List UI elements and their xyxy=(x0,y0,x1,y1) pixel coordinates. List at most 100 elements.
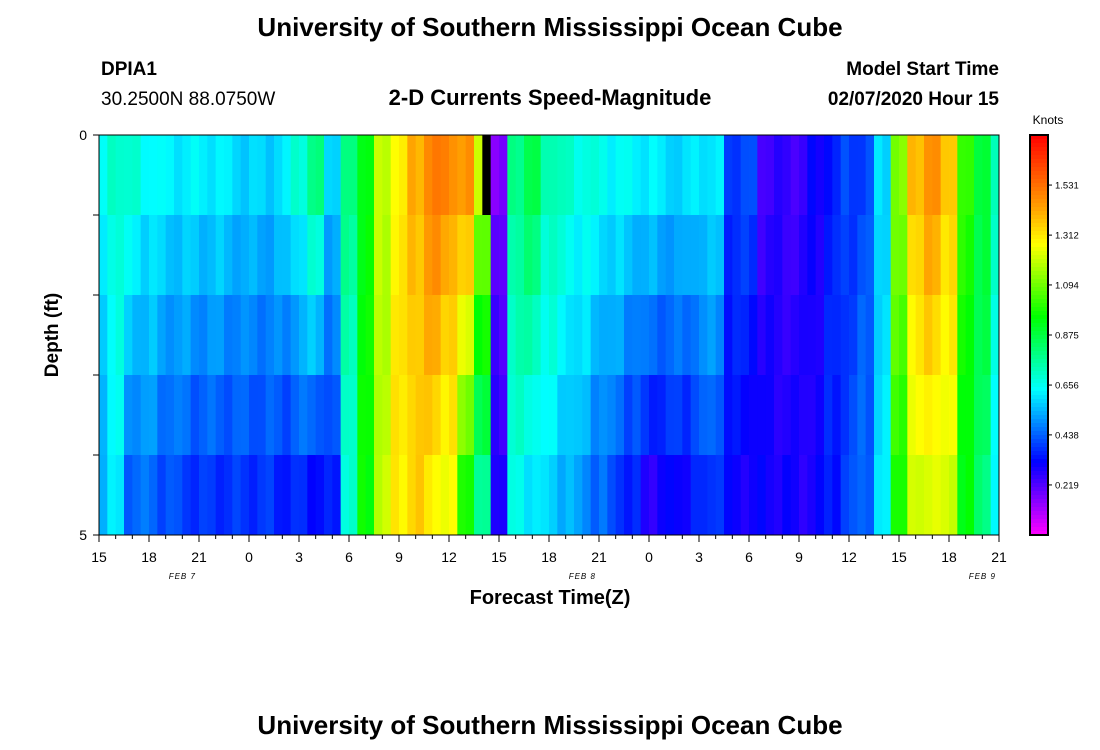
heatmap-cell xyxy=(807,135,817,216)
heatmap-cell xyxy=(907,215,917,296)
heatmap-cell xyxy=(157,375,167,456)
heatmap-cell xyxy=(882,295,892,376)
heatmap-cell xyxy=(607,295,617,376)
heatmap-cell xyxy=(807,455,817,536)
colorbar-segment xyxy=(1030,171,1048,176)
colorbar-segment xyxy=(1030,531,1048,536)
heatmap-cell xyxy=(849,375,858,456)
heatmap-cell xyxy=(524,455,533,536)
heatmap-cell xyxy=(965,295,975,376)
heatmap-cell xyxy=(107,135,117,216)
heatmap-cell xyxy=(590,375,600,456)
heatmap-cell xyxy=(607,455,617,536)
heatmap-cell xyxy=(507,375,517,456)
colorbar-segment xyxy=(1030,263,1048,268)
heatmap-cell xyxy=(799,215,808,296)
heatmap-cell xyxy=(349,455,358,536)
heatmap-cell xyxy=(390,295,400,376)
heatmap-cell xyxy=(965,455,975,536)
heatmap-cell xyxy=(315,215,325,296)
heatmap-cell xyxy=(532,375,542,456)
colorbar-segment xyxy=(1030,359,1048,364)
colorbar-segment xyxy=(1030,267,1048,272)
heatmap-cell xyxy=(982,135,992,216)
heatmap-cell-missing xyxy=(482,135,492,216)
heatmap-cell xyxy=(324,295,333,376)
heatmap-cell xyxy=(157,295,167,376)
heatmap-cell xyxy=(540,375,550,456)
heatmap-cell xyxy=(590,135,600,216)
heatmap-cell xyxy=(265,455,275,536)
heatmap-cell xyxy=(399,295,408,376)
heatmap-cell xyxy=(315,135,325,216)
heatmap-cell xyxy=(582,135,592,216)
x-tick-label: 12 xyxy=(441,549,457,565)
heatmap-cell xyxy=(140,295,150,376)
heatmap-cell xyxy=(457,135,467,216)
heatmap-cell xyxy=(957,455,967,536)
colorbar-tick-label: 0.875 xyxy=(1055,331,1079,342)
x-tick-label: 3 xyxy=(695,549,703,565)
heatmap-cell xyxy=(465,215,475,296)
heatmap-cell xyxy=(815,295,825,376)
heatmap-cell xyxy=(665,215,675,296)
heatmap-cell xyxy=(282,375,292,456)
heatmap-cell xyxy=(182,455,192,536)
heatmap-cell xyxy=(649,375,658,456)
heatmap-cell xyxy=(682,135,692,216)
heatmap-cell xyxy=(815,375,825,456)
heatmap-cell xyxy=(615,215,625,296)
heatmap-cell xyxy=(890,455,900,536)
heatmap-cell xyxy=(990,455,1000,536)
heatmap-cell xyxy=(632,215,642,296)
heatmap-cell xyxy=(674,295,683,376)
heatmap-cell xyxy=(507,455,517,536)
heatmap-cell xyxy=(782,135,792,216)
heatmap-cell xyxy=(399,455,408,536)
heatmap-cell xyxy=(399,215,408,296)
heatmap-cell xyxy=(624,135,633,216)
heatmap-cell xyxy=(632,375,642,456)
heatmap-cell xyxy=(515,455,525,536)
heatmap-cell xyxy=(832,215,842,296)
heatmap-cell xyxy=(507,135,517,216)
heatmap-cell xyxy=(932,295,942,376)
heatmap-cell xyxy=(115,375,125,456)
heatmap-cell xyxy=(582,375,592,456)
heatmap-cell xyxy=(257,295,267,376)
heatmap-cell xyxy=(124,215,133,296)
heatmap-cell xyxy=(465,295,475,376)
heatmap-cell xyxy=(257,215,267,296)
colorbar-segment xyxy=(1030,395,1048,400)
heatmap-cell xyxy=(557,215,567,296)
heatmap-cell xyxy=(465,455,475,536)
heatmap-cell xyxy=(957,295,967,376)
heatmap-cell xyxy=(249,215,258,296)
colorbar-segment xyxy=(1030,339,1048,344)
colorbar-segment xyxy=(1030,231,1048,236)
heatmap-cell xyxy=(365,215,375,296)
heatmap-cell xyxy=(482,215,492,296)
colorbar-segment xyxy=(1030,443,1048,448)
colorbar-segment xyxy=(1030,347,1048,352)
heatmap-cell xyxy=(707,455,717,536)
colorbar-segment xyxy=(1030,459,1048,464)
heatmap-cell xyxy=(857,215,867,296)
colorbar-tick-label: 0.438 xyxy=(1055,430,1079,441)
heatmap-cell xyxy=(282,295,292,376)
heatmap-cell xyxy=(199,215,208,296)
heatmap-cell xyxy=(232,455,242,536)
colorbar-segment xyxy=(1030,411,1048,416)
heatmap-cell xyxy=(882,455,892,536)
heatmap-cell xyxy=(499,215,508,296)
x-tick-label: 9 xyxy=(395,549,403,565)
colorbar-segment xyxy=(1030,199,1048,204)
heatmap-cell xyxy=(907,375,917,456)
heatmap-cell xyxy=(974,295,983,376)
heatmap-cell xyxy=(99,135,108,216)
heatmap-cell xyxy=(224,135,233,216)
colorbar-segment xyxy=(1030,207,1048,212)
colorbar-segment xyxy=(1030,255,1048,260)
heatmap-cell xyxy=(324,135,333,216)
